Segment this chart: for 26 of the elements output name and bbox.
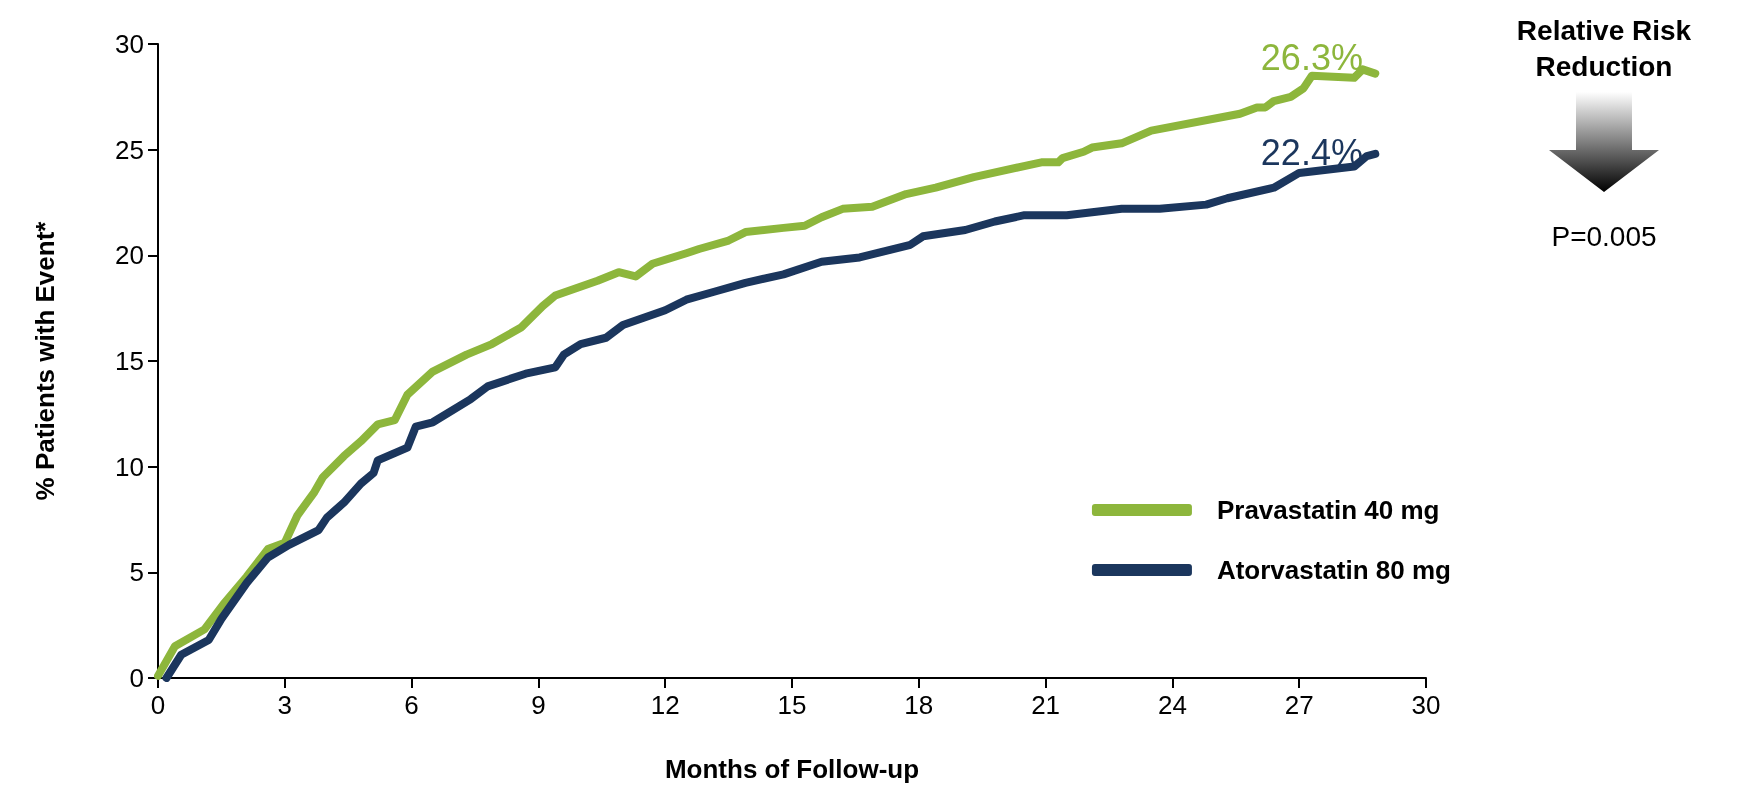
y-tick-label: 5 <box>129 557 144 588</box>
x-axis-title: Months of Follow-up <box>664 754 920 784</box>
text: P=0.005 <box>1551 220 1657 252</box>
annotation: 22.4% <box>1260 132 1363 174</box>
x-tick-label: 24 <box>1157 690 1187 720</box>
x-tick-label: 3 <box>277 690 293 720</box>
x-tick-label: 9 <box>531 690 546 720</box>
x-tick-label: 12 <box>650 690 680 720</box>
annotation: 26.3% <box>1260 37 1363 79</box>
x-tick-label: 6 <box>404 690 419 720</box>
x-tick-label: 30 <box>1411 690 1441 720</box>
legend-label: Atorvastatin 80 mg <box>1216 555 1452 585</box>
x-tick-label: 18 <box>904 690 934 720</box>
x-tick-label: 0 <box>150 690 166 720</box>
x-tick-label: 15 <box>777 690 807 720</box>
x-tick-label: 27 <box>1284 690 1314 720</box>
y-axis-title: % Patients with Event* <box>30 220 60 501</box>
text: Relative Risk Reduction <box>1516 14 1692 82</box>
y-tick-label: 25 <box>115 134 144 165</box>
legend-label: Pravastatin 40 mg <box>1216 495 1440 525</box>
y-tick-label: 20 <box>115 240 144 271</box>
y-tick-label: 30 <box>115 29 144 59</box>
y-tick-label: 15 <box>115 346 144 376</box>
y-tick-label: 10 <box>115 451 144 482</box>
y-tick-label: 0 <box>129 663 144 693</box>
x-tick-label: 21 <box>1031 690 1061 720</box>
